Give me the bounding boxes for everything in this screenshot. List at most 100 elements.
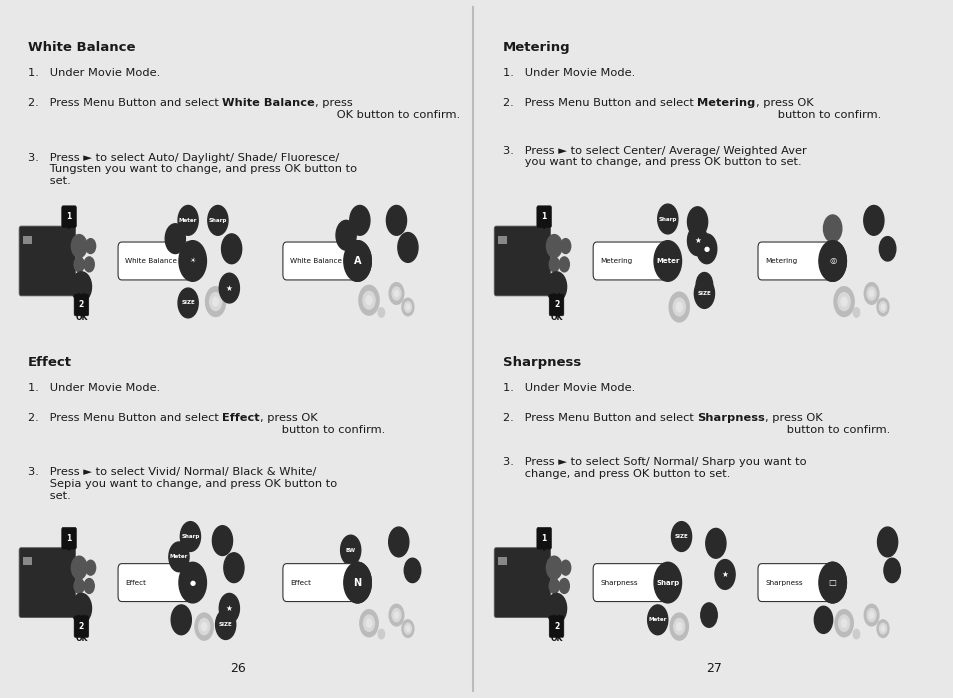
Circle shape xyxy=(404,623,411,634)
FancyBboxPatch shape xyxy=(19,548,75,618)
Text: ☀: ☀ xyxy=(190,258,195,264)
Circle shape xyxy=(215,609,235,639)
Text: □: □ xyxy=(828,578,836,587)
Circle shape xyxy=(394,612,398,618)
Circle shape xyxy=(343,563,371,603)
FancyBboxPatch shape xyxy=(549,616,563,637)
Text: ★: ★ xyxy=(226,283,233,292)
Text: SIZE: SIZE xyxy=(697,291,711,296)
FancyBboxPatch shape xyxy=(537,206,551,228)
Circle shape xyxy=(814,607,832,633)
FancyBboxPatch shape xyxy=(549,294,563,315)
Circle shape xyxy=(201,623,207,631)
Circle shape xyxy=(822,215,841,242)
Text: , press OK
      button to confirm.: , press OK button to confirm. xyxy=(755,98,880,120)
Text: White Balance: White Balance xyxy=(125,258,177,264)
Text: 2: 2 xyxy=(554,301,558,309)
Text: White Balance: White Balance xyxy=(290,258,342,264)
Text: Effect: Effect xyxy=(28,356,71,369)
Circle shape xyxy=(687,225,707,255)
Circle shape xyxy=(340,535,360,565)
Text: ●: ● xyxy=(703,246,709,252)
Circle shape xyxy=(558,579,569,593)
Text: 2: 2 xyxy=(79,622,84,631)
FancyBboxPatch shape xyxy=(118,242,193,280)
Circle shape xyxy=(71,593,91,623)
Text: , press OK
      button to confirm.: , press OK button to confirm. xyxy=(764,413,889,435)
Circle shape xyxy=(852,630,859,639)
FancyBboxPatch shape xyxy=(62,206,76,228)
Text: 2.   Press Menu Button and select: 2. Press Menu Button and select xyxy=(502,413,697,423)
Circle shape xyxy=(714,560,735,589)
Circle shape xyxy=(397,232,417,262)
Text: , press
      OK button to confirm.: , press OK button to confirm. xyxy=(314,98,459,120)
Circle shape xyxy=(546,556,561,579)
Circle shape xyxy=(669,613,688,640)
Text: Metering: Metering xyxy=(697,98,755,108)
Text: 1: 1 xyxy=(67,534,71,543)
Text: Metering: Metering xyxy=(764,258,797,264)
Text: OK: OK xyxy=(75,313,88,322)
Text: SIZE: SIZE xyxy=(674,534,688,539)
Circle shape xyxy=(171,605,192,634)
Circle shape xyxy=(366,296,372,305)
Circle shape xyxy=(221,234,241,264)
Circle shape xyxy=(404,558,420,583)
Circle shape xyxy=(654,563,680,603)
Circle shape xyxy=(386,205,406,235)
Circle shape xyxy=(560,560,570,575)
Text: Sharpness: Sharpness xyxy=(764,579,802,586)
Text: 2: 2 xyxy=(554,622,558,631)
Text: 1: 1 xyxy=(541,212,546,221)
Text: 27: 27 xyxy=(705,662,720,676)
Circle shape xyxy=(818,563,845,603)
Circle shape xyxy=(881,626,883,631)
Circle shape xyxy=(359,609,377,637)
Text: 1.   Under Movie Mode.: 1. Under Movie Mode. xyxy=(28,68,160,78)
Circle shape xyxy=(377,308,384,317)
Circle shape xyxy=(74,257,84,272)
Text: ◎: ◎ xyxy=(828,256,836,265)
Circle shape xyxy=(366,619,372,628)
Circle shape xyxy=(71,235,87,258)
Circle shape xyxy=(676,302,681,311)
Text: 3.   Press ► to select Center/ Average/ Weighted Aver
      you want to change, : 3. Press ► to select Center/ Average/ We… xyxy=(502,146,806,168)
Text: N: N xyxy=(354,577,361,588)
Circle shape xyxy=(868,290,873,297)
Circle shape xyxy=(881,304,883,310)
Circle shape xyxy=(388,527,409,557)
Circle shape xyxy=(178,288,198,318)
Text: 1.   Under Movie Mode.: 1. Under Movie Mode. xyxy=(502,68,635,78)
Text: Meter: Meter xyxy=(170,554,188,559)
Circle shape xyxy=(394,290,398,297)
Text: 1: 1 xyxy=(67,212,71,221)
Circle shape xyxy=(71,272,91,302)
Circle shape xyxy=(687,207,707,237)
FancyBboxPatch shape xyxy=(593,242,668,280)
Circle shape xyxy=(838,615,849,631)
Text: 2: 2 xyxy=(79,301,84,309)
Circle shape xyxy=(389,604,403,626)
Circle shape xyxy=(549,579,558,593)
Circle shape xyxy=(705,528,725,558)
Bar xyxy=(497,557,506,565)
Circle shape xyxy=(363,615,375,631)
Circle shape xyxy=(549,257,558,272)
Circle shape xyxy=(74,579,84,593)
Circle shape xyxy=(86,239,95,253)
FancyBboxPatch shape xyxy=(283,242,358,280)
Text: Sharpness: Sharpness xyxy=(502,356,580,369)
Circle shape xyxy=(654,241,680,281)
Text: Meter: Meter xyxy=(648,617,666,623)
FancyBboxPatch shape xyxy=(74,616,89,637)
Text: A: A xyxy=(354,256,361,266)
Bar xyxy=(23,236,31,244)
Circle shape xyxy=(883,558,900,583)
FancyBboxPatch shape xyxy=(62,528,76,549)
Circle shape xyxy=(404,302,411,312)
Text: Meter: Meter xyxy=(656,258,679,264)
Circle shape xyxy=(362,291,375,309)
Circle shape xyxy=(668,292,689,322)
Circle shape xyxy=(696,234,716,264)
Circle shape xyxy=(673,298,684,316)
